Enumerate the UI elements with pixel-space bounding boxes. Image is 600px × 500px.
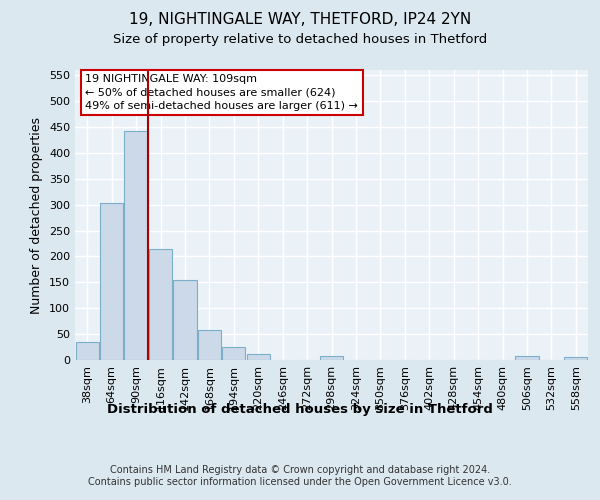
- Bar: [149, 248, 172, 360]
- Bar: [100, 203, 123, 360]
- Bar: [76, 342, 99, 360]
- Bar: [247, 354, 270, 360]
- Text: 19, NIGHTINGALE WAY, THETFORD, IP24 2YN: 19, NIGHTINGALE WAY, THETFORD, IP24 2YN: [129, 12, 471, 28]
- Bar: [564, 358, 587, 360]
- Text: Size of property relative to detached houses in Thetford: Size of property relative to detached ho…: [113, 32, 487, 46]
- Bar: [320, 356, 343, 360]
- Bar: [124, 130, 148, 360]
- Text: Contains HM Land Registry data © Crown copyright and database right 2024.
Contai: Contains HM Land Registry data © Crown c…: [88, 465, 512, 486]
- Bar: [222, 347, 245, 360]
- Bar: [515, 356, 539, 360]
- Bar: [198, 330, 221, 360]
- Text: Distribution of detached houses by size in Thetford: Distribution of detached houses by size …: [107, 402, 493, 415]
- Y-axis label: Number of detached properties: Number of detached properties: [31, 116, 43, 314]
- Bar: [173, 280, 197, 360]
- Text: 19 NIGHTINGALE WAY: 109sqm
← 50% of detached houses are smaller (624)
49% of sem: 19 NIGHTINGALE WAY: 109sqm ← 50% of deta…: [85, 74, 358, 111]
